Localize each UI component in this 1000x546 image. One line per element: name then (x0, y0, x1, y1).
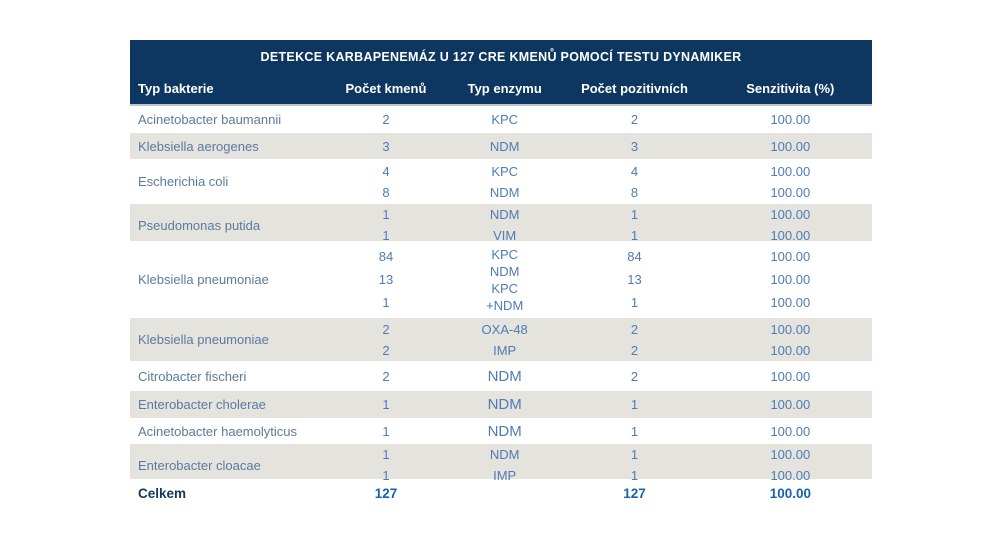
bacteria-cell: Citrobacter fischeri (138, 368, 247, 384)
sensitivity-cell: 100.00 (770, 397, 811, 412)
strains-cell: 1 (382, 423, 390, 439)
enzyme-cell: NDM (489, 138, 520, 154)
table-row: Acinetobacter haemolyticus 1 NDM 1 100.0… (130, 418, 872, 444)
sensitivity-cell: 100.00 100.00 (770, 163, 811, 200)
positives-cell: 1 (630, 397, 639, 412)
enzyme-cell: NDM (487, 422, 522, 440)
strains-cell: 1 1 (382, 447, 390, 483)
strains-cell: 84 13 1 (378, 249, 394, 310)
positives-cell: 84 13 1 (627, 249, 642, 310)
column-header-strains: Počet kmenů (345, 81, 427, 96)
carbapenemase-detection-table: DETEKCE KARBAPENEMÁZ U 127 CRE KMENŮ POM… (130, 40, 872, 508)
column-header-row: Typ bakterie Počet kmenů Typ enzymu Poče… (130, 73, 872, 104)
positives-cell: 1 1 (630, 447, 639, 483)
table-row: Klebsiella pneumoniae 84 13 1 KPC NDM KP… (130, 241, 872, 318)
total-strains-cell: 127 (374, 486, 398, 501)
sensitivity-cell: 100.00 100.00 100.00 (770, 249, 811, 310)
bacteria-cell: Acinetobacter baumannii (138, 112, 282, 127)
positives-cell: 3 (630, 138, 639, 154)
table-row: Klebsiella aerogenes 3 NDM 3 100.00 (130, 133, 872, 159)
sensitivity-cell: 100.00 (770, 423, 811, 439)
strains-cell: 4 8 (382, 163, 390, 200)
bacteria-cell: Escherichia coli (138, 174, 229, 189)
strains-cell: 3 (382, 138, 390, 154)
enzyme-cell: NDM VIM (489, 207, 520, 243)
table-row: Acinetobacter baumannii 2 KPC 2 100.00 (130, 106, 872, 133)
total-sensitivity-cell: 100.00 (769, 486, 811, 501)
bacteria-cell: Klebsiella pneumoniae (138, 272, 269, 287)
positives-cell: 4 8 (630, 163, 639, 200)
total-positives-cell: 127 (623, 486, 646, 501)
bacteria-cell: Klebsiella aerogenes (138, 138, 259, 154)
strains-cell: 1 (382, 397, 390, 412)
strains-cell: 2 2 (382, 321, 390, 358)
column-header-sensitivity: Senzitivita (%) (746, 81, 835, 96)
strains-cell: 2 (382, 112, 390, 127)
enzyme-cell: NDM (487, 367, 522, 385)
strains-cell: 2 (382, 368, 390, 384)
table-body: Acinetobacter baumannii 2 KPC 2 100.00 K… (130, 106, 872, 508)
sensitivity-cell: 100.00 (770, 112, 811, 127)
enzyme-cell: NDM IMP (489, 447, 520, 483)
positives-cell: 2 (630, 112, 639, 127)
table-title: DETEKCE KARBAPENEMÁZ U 127 CRE KMENŮ POM… (260, 49, 742, 64)
positives-cell: 2 2 (630, 321, 639, 358)
enzyme-cell: KPC NDM KPC +NDM (486, 246, 524, 313)
sensitivity-cell: 100.00 (770, 138, 811, 154)
column-header-bacteria: Typ bakterie (138, 81, 214, 96)
bacteria-cell: Enterobacter cholerae (138, 397, 266, 412)
column-header-positives: Počet pozitivních (581, 81, 688, 96)
sensitivity-cell: 100.00 100.00 (770, 321, 811, 358)
table-row: Enterobacter cloacae 1 1 NDM IMP 1 1 100… (130, 444, 872, 483)
enzyme-cell: KPC (491, 112, 519, 127)
positives-cell: 2 (630, 368, 639, 384)
sensitivity-cell: 100.00 (770, 368, 811, 384)
bacteria-cell: Pseudomonas putida (138, 217, 261, 233)
table-row: Pseudomonas putida 1 1 NDM VIM 1 1 100.0… (130, 204, 872, 243)
strains-cell: 1 1 (382, 207, 390, 243)
bacteria-cell: Enterobacter cloacae (138, 457, 261, 473)
enzyme-cell: NDM (487, 396, 522, 413)
column-header-enzyme: Typ enzymu (467, 81, 542, 96)
enzyme-cell: OXA-48 IMP (481, 321, 528, 358)
positives-cell: 1 1 (630, 207, 639, 243)
table-total-row: Celkem 127 127 100.00 (130, 479, 872, 508)
table-row: Klebsiella pneumoniae 2 2 OXA-48 IMP 2 2… (130, 318, 872, 361)
positives-cell: 1 (630, 423, 639, 439)
sensitivity-cell: 100.00 100.00 (770, 447, 811, 483)
bacteria-cell: Acinetobacter haemolyticus (138, 423, 297, 439)
table-header: DETEKCE KARBAPENEMÁZ U 127 CRE KMENŮ POM… (130, 40, 872, 106)
table-row: Citrobacter fischeri 2 NDM 2 100.00 (130, 361, 872, 391)
enzyme-cell: KPC NDM (489, 163, 520, 200)
sensitivity-cell: 100.00 100.00 (770, 207, 811, 243)
total-label: Celkem (138, 486, 187, 501)
table-row: Enterobacter cholerae 1 NDM 1 100.00 (130, 391, 872, 418)
table-row: Escherichia coli 4 8 KPC NDM 4 8 100.00 … (130, 159, 872, 204)
bacteria-cell: Klebsiella pneumoniae (138, 332, 269, 347)
